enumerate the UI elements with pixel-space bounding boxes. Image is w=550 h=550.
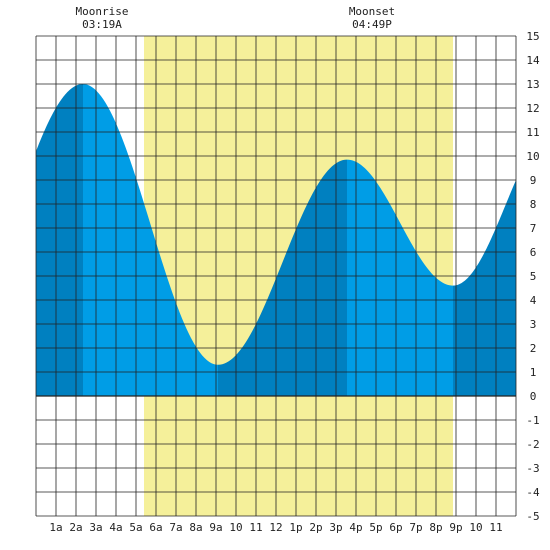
moonset-annotation: Moonset 04:49P — [349, 5, 395, 31]
x-tick-label: 5a — [129, 521, 142, 534]
x-tick-label: 11 — [489, 521, 502, 534]
y-tick-label: -1 — [526, 414, 539, 427]
y-tick-label: -3 — [526, 462, 539, 475]
x-tick-label: 3p — [329, 521, 342, 534]
y-tick-label: 12 — [526, 102, 539, 115]
x-tick-label: 6p — [389, 521, 402, 534]
y-tick-label: -5 — [526, 510, 539, 523]
x-tick-label: 4p — [349, 521, 362, 534]
x-tick-label: 10 — [469, 521, 482, 534]
tide-segment — [453, 180, 516, 396]
x-tick-label: 9a — [209, 521, 222, 534]
x-tick-label: 6a — [149, 521, 162, 534]
x-tick-label: 2p — [309, 521, 322, 534]
y-tick-label: 7 — [530, 222, 537, 235]
x-tick-label: 12 — [269, 521, 282, 534]
y-tick-label: 5 — [530, 270, 537, 283]
grid-layer — [35, 35, 517, 517]
tide-segment — [347, 159, 453, 396]
x-tick-label: 4a — [109, 521, 122, 534]
x-axis-labels: 1a 2a 3a 4a 5a 6a 7a 8a 9a 10 11 12 1p 2p 3p 4p 5p 6p 7p 8p… — [49, 521, 502, 534]
moonrise-annotation: Moonrise 03:19A — [76, 5, 129, 31]
x-tick-label: 7a — [169, 521, 182, 534]
x-tick-label: 1p — [289, 521, 302, 534]
y-tick-label: 11 — [526, 126, 539, 139]
y-tick-label: 15 — [526, 30, 539, 43]
x-tick-label: 10 — [229, 521, 242, 534]
y-tick-label: 9 — [530, 174, 537, 187]
y-tick-label: 14 — [526, 54, 540, 67]
y-tick-label: 6 — [530, 246, 537, 259]
x-tick-label: 3a — [89, 521, 102, 534]
y-tick-label: -4 — [526, 486, 540, 499]
x-tick-label: 8a — [189, 521, 202, 534]
x-tick-label: 8p — [429, 521, 442, 534]
tide-layer — [36, 84, 516, 396]
x-tick-label: 9p — [449, 521, 462, 534]
x-tick-label: 7p — [409, 521, 422, 534]
x-tick-label: 5p — [369, 521, 382, 534]
y-tick-label: -2 — [526, 438, 539, 451]
y-tick-label: 8 — [530, 198, 537, 211]
x-tick-label: 11 — [249, 521, 262, 534]
y-tick-label: 3 — [530, 318, 537, 331]
moonset-time: 04:49P — [352, 18, 392, 31]
y-tick-label: 0 — [530, 390, 537, 403]
x-tick-label: 1a — [49, 521, 62, 534]
x-tick-label: 2a — [69, 521, 82, 534]
tide-segment — [36, 84, 83, 396]
moonset-label: Moonset — [349, 5, 395, 18]
y-tick-label: 4 — [530, 294, 537, 307]
moonrise-label: Moonrise — [76, 5, 129, 18]
y-tick-label: 1 — [530, 366, 537, 379]
tide-segment — [218, 159, 347, 396]
y-tick-label: 10 — [526, 150, 539, 163]
y-tick-label: 2 — [530, 342, 537, 355]
moonrise-time: 03:19A — [82, 18, 122, 31]
tide-segment — [83, 84, 218, 396]
y-tick-label: 13 — [526, 78, 539, 91]
